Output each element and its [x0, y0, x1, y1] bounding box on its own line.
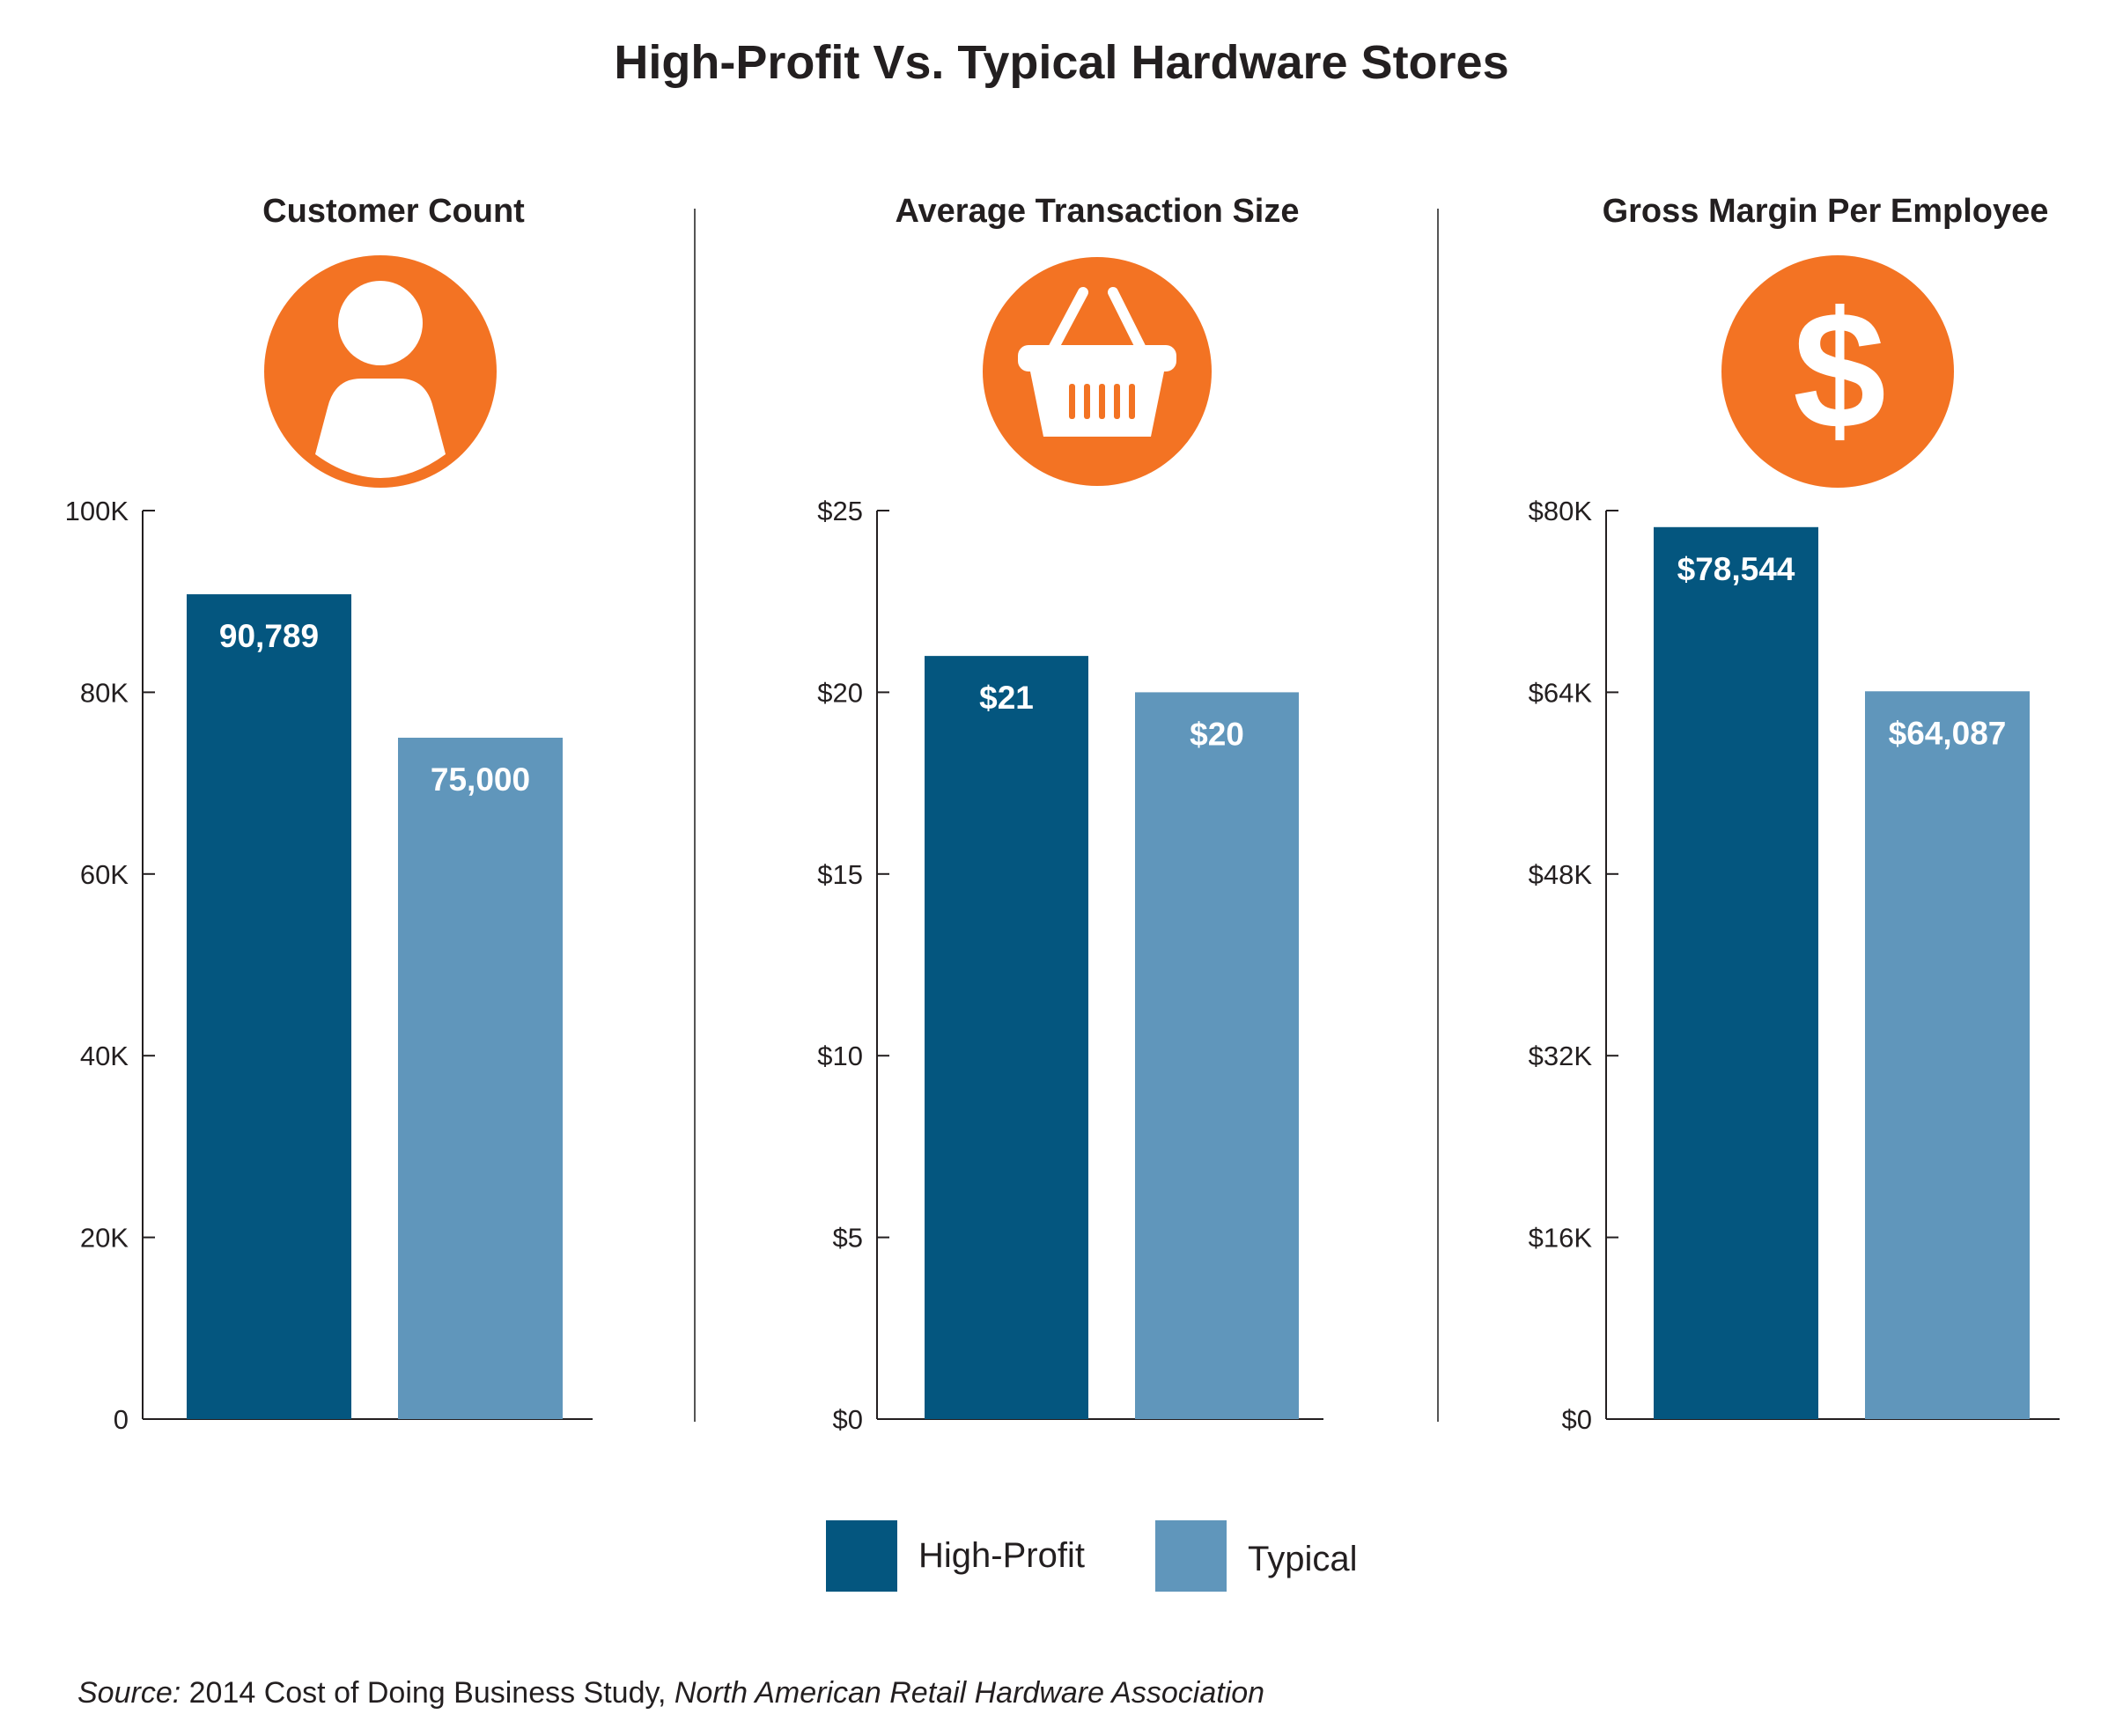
bar-high-profit [187, 594, 351, 1419]
bar-typical [1865, 691, 2030, 1419]
source-prefix: Source: [77, 1676, 181, 1710]
y-tick-label: $5 [833, 1223, 863, 1254]
bar-typical [1135, 692, 1299, 1419]
y-tick-label: 60K [80, 859, 129, 890]
bar-chart-gross-margin-per-employee: $0 $16K $32K $48K $64K $80K $78,544 $64,087 [1529, 496, 2060, 1435]
bar-value-label: $20 [1190, 716, 1244, 752]
svg-text:$: $ [1793, 277, 1886, 464]
legend-label: High-Profit [918, 1536, 1085, 1575]
bar-value-label: 75,000 [431, 761, 530, 798]
source-organization: North American Retail Hardware Associati… [674, 1676, 1265, 1710]
y-tick-label: $20 [817, 677, 863, 708]
y-tick-label: $15 [817, 859, 863, 890]
chart-title: High-Profit Vs. Typical Hardware Stores [614, 36, 1509, 89]
y-tick-label: $48K [1529, 859, 1593, 890]
shopping-basket-icon [983, 257, 1212, 486]
y-tick-label: $16K [1529, 1223, 1593, 1254]
y-tick-label: 100K [65, 496, 129, 526]
y-tick-label: $0 [833, 1404, 863, 1435]
bar-value-label: 90,789 [219, 618, 319, 654]
y-tick-label: $64K [1529, 677, 1593, 708]
bar-high-profit [1654, 526, 1818, 1419]
panel-average-transaction-size: Average Transaction Size $0 $5 $10 $15 $20 $2… [817, 193, 1323, 1435]
y-tick-label: $80K [1529, 496, 1593, 526]
y-tick-label: $25 [817, 496, 863, 526]
bar-chart-average-transaction-size: $0 $5 $10 $15 $20 $25 $21 $20 [817, 496, 1323, 1435]
y-tick-label: $32K [1529, 1041, 1593, 1071]
y-tick-label: 40K [80, 1041, 129, 1071]
y-tick-label: 80K [80, 677, 129, 708]
panel-gross-margin-per-employee: Gross Margin Per Employee $ $0 $16K $32K $4… [1529, 193, 2060, 1435]
dollar-sign-icon: $ [1721, 255, 1954, 488]
panel-title: Gross Margin Per Employee [1603, 193, 2049, 230]
y-tick-label: $10 [817, 1041, 863, 1071]
source-note: Source: 2014 Cost of Doing Business Stud… [77, 1676, 1264, 1710]
panel-title: Average Transaction Size [895, 193, 1299, 230]
y-tick-label: 0 [114, 1404, 129, 1435]
legend-swatch-typical [1155, 1520, 1227, 1592]
legend-swatch-high-profit [826, 1520, 897, 1592]
bar-value-label: $78,544 [1677, 551, 1795, 587]
bar-high-profit [925, 656, 1088, 1419]
legend-label: Typical [1248, 1540, 1358, 1578]
panel-title: Customer Count [262, 193, 525, 230]
bar-value-label: $64,087 [1889, 715, 2007, 751]
bar-typical [398, 738, 563, 1419]
bar-chart-customer-count: 0 20K 40K 60K 80K 100K 90,789 75,000 [65, 496, 593, 1435]
legend: High-Profit Typical [826, 1520, 1358, 1592]
bar-value-label: $21 [979, 680, 1034, 716]
y-tick-label: 20K [80, 1223, 129, 1254]
source-text: 2014 Cost of Doing Business Study, [181, 1676, 674, 1710]
person-icon [264, 255, 497, 488]
y-tick-label: $0 [1562, 1404, 1592, 1435]
panel-customer-count: Customer Count 0 20K 40K 60K 80K 100K 90,789 75… [65, 193, 593, 1435]
